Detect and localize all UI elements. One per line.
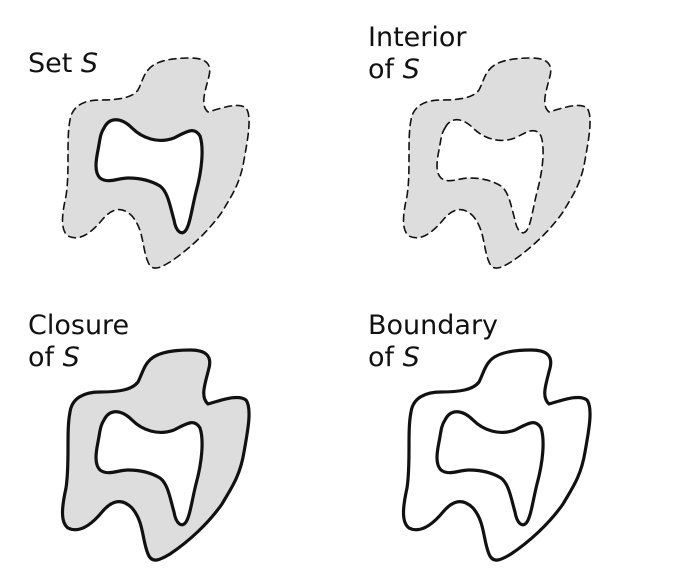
panel-boundary: Boundary of S bbox=[341, 292, 690, 584]
label-symbol: S bbox=[402, 54, 420, 85]
label-text: Set bbox=[28, 48, 81, 79]
label-line-2: of S bbox=[28, 342, 129, 374]
panel-label: Closure of S bbox=[28, 310, 129, 374]
label-text: of bbox=[28, 342, 63, 373]
region-fill bbox=[62, 350, 250, 561]
outer-boundary bbox=[401, 348, 592, 562]
label-text: Boundary bbox=[368, 310, 499, 341]
boundary-shape bbox=[401, 348, 592, 562]
label-line-2: of S bbox=[368, 54, 467, 86]
label-text: of bbox=[368, 342, 403, 373]
panel-interior: Interior of S bbox=[341, 0, 690, 292]
label-line-1: Closure bbox=[28, 310, 129, 342]
label-line-1: Interior bbox=[368, 22, 467, 54]
hole-boundary bbox=[94, 118, 204, 235]
label-text: of bbox=[368, 54, 403, 85]
label-symbol: S bbox=[402, 342, 420, 373]
set-shape bbox=[61, 57, 250, 269]
hole-boundary bbox=[94, 410, 204, 527]
label-symbol: S bbox=[62, 342, 80, 373]
panel-label: Set S bbox=[28, 48, 98, 80]
label-text: Interior bbox=[368, 22, 467, 53]
hole-boundary bbox=[436, 118, 544, 234]
label-line-1: Set S bbox=[28, 48, 98, 79]
label-symbol: S bbox=[80, 48, 99, 79]
outer-boundary bbox=[402, 57, 591, 269]
outer-boundary bbox=[60, 348, 251, 562]
interior-shape bbox=[402, 57, 591, 269]
panel-closure: Closure of S bbox=[0, 292, 349, 584]
panel-set: Set S bbox=[0, 0, 349, 292]
panel-label: Boundary of S bbox=[368, 310, 498, 374]
region-fill bbox=[62, 58, 250, 269]
region-fill bbox=[403, 350, 591, 561]
hole-boundary bbox=[435, 410, 545, 527]
outer-boundary bbox=[61, 57, 250, 269]
panel-label: Interior of S bbox=[368, 22, 467, 86]
closure-shape bbox=[60, 348, 251, 562]
label-text: Closure bbox=[28, 310, 130, 341]
region-fill bbox=[403, 58, 591, 269]
label-line-1: Boundary bbox=[368, 310, 498, 342]
label-line-2: of S bbox=[368, 342, 498, 374]
